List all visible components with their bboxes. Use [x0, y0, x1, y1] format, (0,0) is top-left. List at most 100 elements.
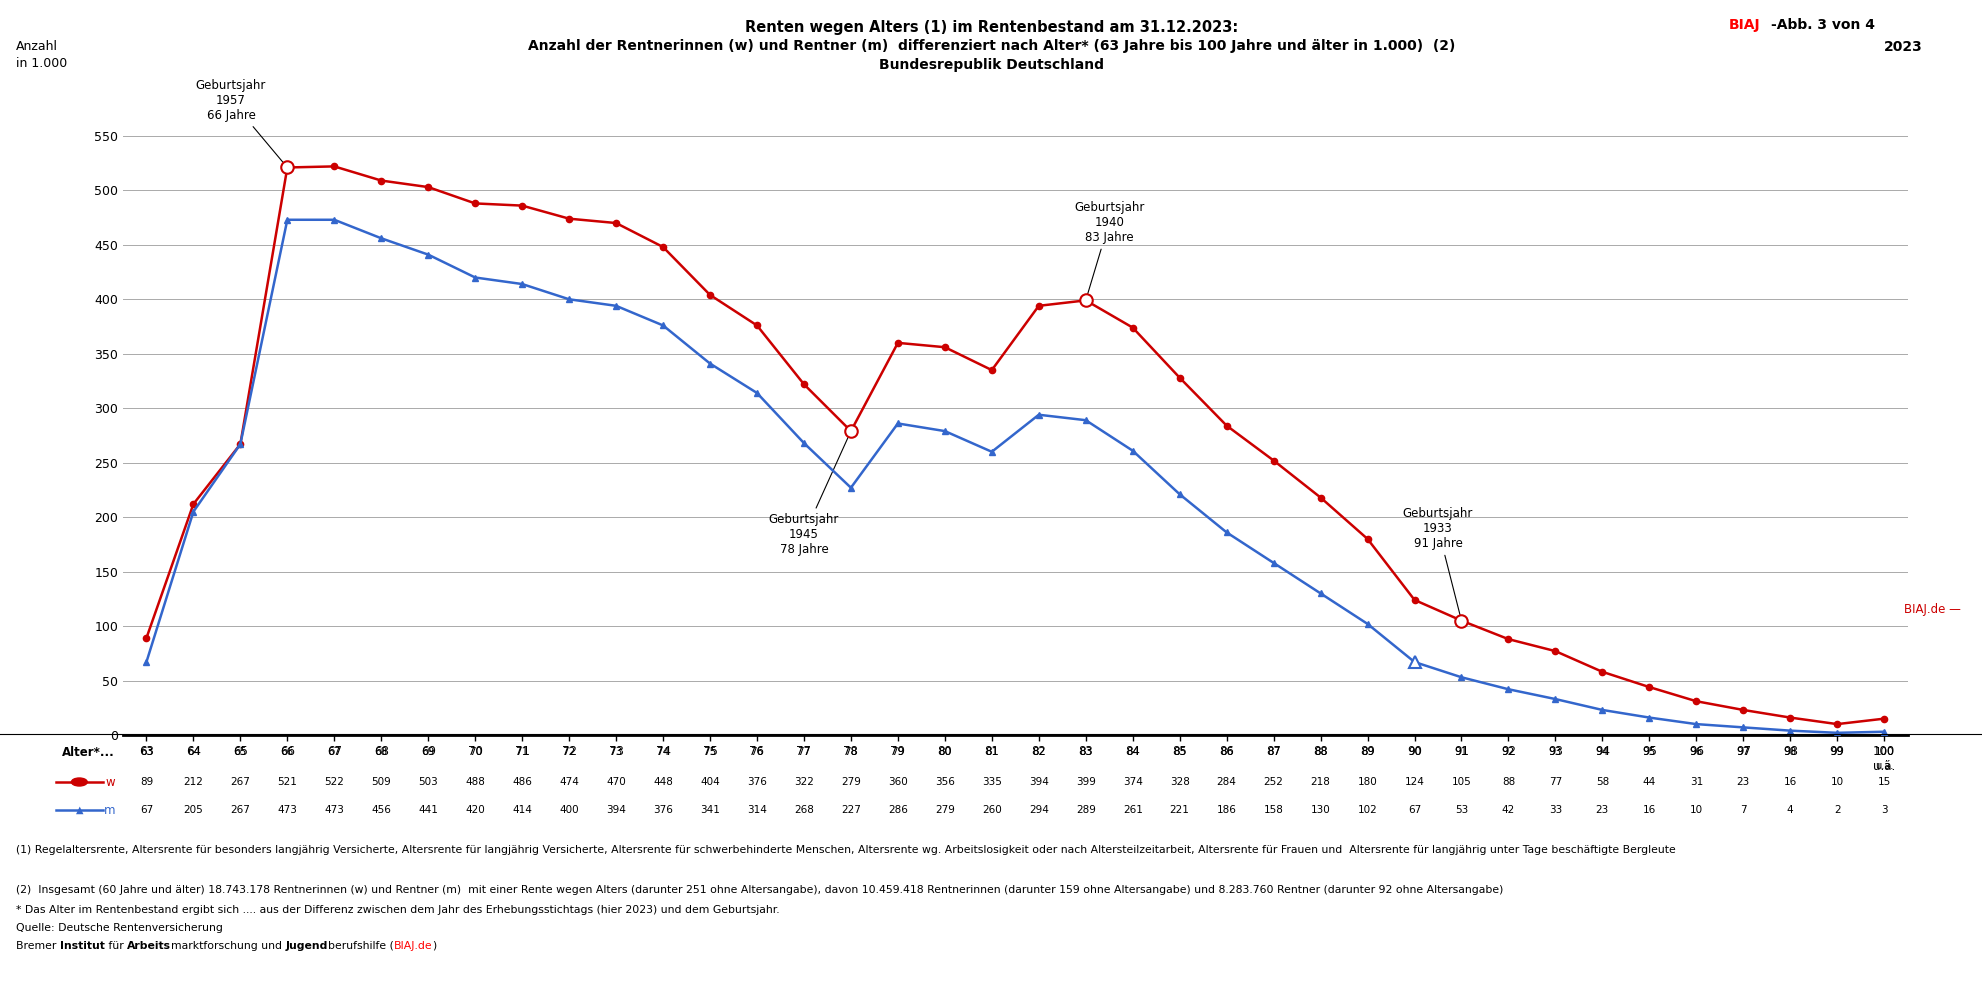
Text: 399: 399: [1076, 777, 1096, 787]
Text: 10: 10: [1829, 777, 1843, 787]
Text: 33: 33: [1548, 805, 1562, 815]
Text: ▲: ▲: [75, 805, 83, 815]
Text: 486: 486: [511, 777, 531, 787]
Text: 89: 89: [1360, 747, 1374, 757]
Text: in 1.000: in 1.000: [16, 57, 67, 70]
Text: 99: 99: [1829, 747, 1843, 757]
Text: 158: 158: [1263, 805, 1282, 815]
Text: 80: 80: [937, 747, 951, 757]
Text: 186: 186: [1217, 805, 1237, 815]
Text: 94: 94: [1596, 747, 1607, 757]
Text: Geburtsjahr
1957
66 Jahre: Geburtsjahr 1957 66 Jahre: [196, 79, 285, 165]
Text: Alter*...: Alter*...: [61, 746, 115, 758]
Text: 78: 78: [844, 747, 856, 757]
Text: 67: 67: [1407, 805, 1421, 815]
Text: -Abb. 3 von 4: -Abb. 3 von 4: [1770, 18, 1873, 32]
Text: Institut: Institut: [59, 941, 105, 951]
Text: Geburtsjahr
1940
83 Jahre: Geburtsjahr 1940 83 Jahre: [1074, 201, 1144, 298]
Text: Geburtsjahr
1933
91 Jahre: Geburtsjahr 1933 91 Jahre: [1401, 507, 1473, 618]
Text: 91: 91: [1455, 747, 1467, 757]
Text: 23: 23: [1596, 805, 1607, 815]
Text: Renten wegen Alters (1) im Rentenbestand am 31.12.2023:: Renten wegen Alters (1) im Rentenbestand…: [745, 20, 1237, 35]
Text: u.ä.: u.ä.: [1875, 761, 1893, 771]
Text: 42: 42: [1500, 805, 1514, 815]
Text: 268: 268: [793, 805, 813, 815]
Text: 16: 16: [1782, 777, 1796, 787]
Text: 456: 456: [371, 805, 390, 815]
Text: 286: 286: [888, 805, 908, 815]
Text: 67: 67: [327, 747, 341, 757]
Text: 88: 88: [1314, 747, 1326, 757]
Text: 77: 77: [797, 747, 811, 757]
Text: 63: 63: [141, 747, 153, 757]
Text: 7: 7: [1738, 805, 1746, 815]
Text: 356: 356: [934, 777, 953, 787]
Text: 227: 227: [840, 805, 860, 815]
Text: 374: 374: [1122, 777, 1142, 787]
Text: 414: 414: [511, 805, 531, 815]
Text: BIAJ.de —: BIAJ.de —: [1903, 603, 1960, 616]
Text: 86: 86: [1219, 747, 1233, 757]
Text: 260: 260: [981, 805, 1001, 815]
Text: 84: 84: [1126, 747, 1140, 757]
Text: 376: 376: [652, 805, 672, 815]
Text: 105: 105: [1451, 777, 1471, 787]
Text: 341: 341: [700, 805, 719, 815]
Text: 72: 72: [563, 747, 575, 757]
Text: 85: 85: [1173, 747, 1185, 757]
Text: 509: 509: [371, 777, 390, 787]
Text: 400: 400: [559, 805, 579, 815]
Text: 23: 23: [1736, 777, 1748, 787]
Text: m: m: [103, 804, 115, 816]
Text: 279: 279: [840, 777, 860, 787]
Text: 58: 58: [1596, 777, 1607, 787]
Text: 98: 98: [1782, 747, 1796, 757]
Text: 73: 73: [608, 747, 622, 757]
Text: (2)  Insgesamt (60 Jahre und älter) 18.743.178 Rentnerinnen (w) und Rentner (m) : (2) Insgesamt (60 Jahre und älter) 18.74…: [16, 885, 1502, 895]
Text: 3: 3: [1879, 805, 1887, 815]
Text: 394: 394: [1029, 777, 1048, 787]
Text: 394: 394: [606, 805, 626, 815]
Text: Quelle: Deutsche Rentenversicherung: Quelle: Deutsche Rentenversicherung: [16, 923, 222, 933]
Text: 267: 267: [230, 777, 250, 787]
Text: 102: 102: [1358, 805, 1377, 815]
Text: 328: 328: [1169, 777, 1189, 787]
Text: 267: 267: [230, 805, 250, 815]
Text: Jugend: Jugend: [285, 941, 327, 951]
Text: 90: 90: [1407, 747, 1421, 757]
Text: 81: 81: [985, 747, 997, 757]
Text: 53: 53: [1455, 805, 1467, 815]
Text: 83: 83: [1078, 747, 1092, 757]
Text: 521: 521: [277, 777, 297, 787]
Text: 92: 92: [1500, 747, 1514, 757]
Text: 31: 31: [1689, 777, 1703, 787]
Text: 95: 95: [1641, 747, 1655, 757]
Text: Bremer: Bremer: [16, 941, 59, 951]
Text: 205: 205: [184, 805, 204, 815]
Text: 474: 474: [559, 777, 579, 787]
Text: 488: 488: [466, 777, 486, 787]
Text: w: w: [105, 776, 115, 788]
Text: 221: 221: [1169, 805, 1189, 815]
Text: 279: 279: [934, 805, 953, 815]
Text: 130: 130: [1310, 805, 1330, 815]
Text: 68: 68: [375, 747, 388, 757]
Text: 82: 82: [1033, 747, 1045, 757]
Text: 79: 79: [890, 747, 904, 757]
Text: marktforschung und: marktforschung und: [170, 941, 285, 951]
Text: Bundesrepublik Deutschland: Bundesrepublik Deutschland: [878, 58, 1104, 72]
Text: 89: 89: [141, 777, 153, 787]
Text: 65: 65: [234, 747, 248, 757]
Text: 322: 322: [793, 777, 813, 787]
Text: ): ): [432, 941, 436, 951]
Text: 522: 522: [325, 777, 345, 787]
Text: 473: 473: [325, 805, 345, 815]
Text: 212: 212: [184, 777, 204, 787]
Text: 4: 4: [1786, 805, 1792, 815]
Text: 473: 473: [277, 805, 297, 815]
Text: Anzahl der Rentnerinnen (w) und Rentner (m)  differenziert nach Alter* (63 Jahre: Anzahl der Rentnerinnen (w) und Rentner …: [527, 39, 1455, 53]
Text: berufshilfe (: berufshilfe (: [327, 941, 392, 951]
Text: 180: 180: [1358, 777, 1377, 787]
Text: 66: 66: [281, 747, 293, 757]
Text: 284: 284: [1217, 777, 1237, 787]
